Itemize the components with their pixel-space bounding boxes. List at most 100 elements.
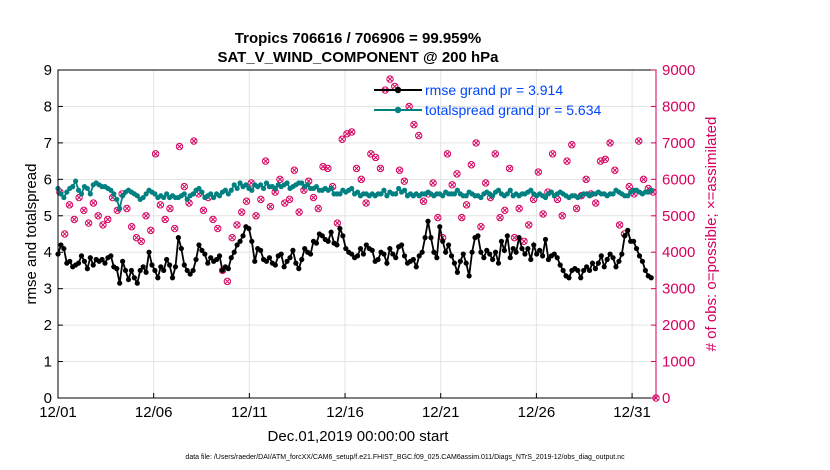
y-right-tick-label: 2000: [662, 317, 695, 334]
obs-assimilated-marker: [463, 202, 470, 208]
rmse-point: [534, 251, 540, 257]
rmse-point: [281, 264, 287, 270]
rmse-point: [478, 249, 484, 255]
obs-assimilated-marker: [387, 76, 393, 82]
obs-possible-marker: [415, 131, 423, 140]
rmse-point: [216, 253, 223, 259]
totalspread-point: [284, 180, 290, 186]
totalspread-point: [451, 191, 458, 197]
y-right-tick-label: 0: [662, 390, 670, 407]
rmse-point: [475, 233, 481, 239]
totalspread-point: [337, 191, 343, 197]
obs-assimilated-marker: [449, 182, 455, 188]
rmse-point: [437, 224, 443, 230]
rmse-point: [422, 235, 428, 241]
totalspread-point: [384, 193, 390, 199]
legend-spread-marker: [394, 106, 402, 114]
rmse-point: [592, 266, 599, 272]
obs-assimilated-marker: [81, 207, 87, 213]
rmse-point: [613, 264, 619, 270]
rmse-point: [595, 260, 601, 266]
obs-possible-marker: [261, 157, 270, 165]
rmse-point: [228, 255, 234, 261]
obs-point: [156, 201, 165, 209]
obs-possible-marker: [257, 195, 265, 204]
totalspread-point: [454, 187, 460, 193]
rmse-point: [184, 267, 190, 274]
obs-point: [496, 213, 504, 222]
obs-possible-marker: [395, 166, 404, 174]
totalspread-point: [648, 187, 654, 193]
rmse-point: [219, 267, 226, 274]
rmse-point: [307, 251, 314, 257]
obs-assimilated-marker: [640, 176, 647, 182]
rmse-point: [284, 258, 290, 264]
rmse-point: [164, 256, 170, 263]
obs-assimilated-marker: [573, 205, 580, 212]
rmse-point: [84, 266, 90, 272]
obs-assimilated-marker: [454, 171, 460, 177]
obs-possible-marker: [132, 233, 141, 242]
obs-assimilated-marker: [277, 176, 283, 182]
rmse-point: [501, 247, 507, 253]
obs-point: [467, 161, 476, 169]
obs-assimilated-marker: [368, 151, 374, 157]
y-right-tick-label: 3000: [662, 281, 695, 298]
obs-assimilated-marker: [540, 211, 546, 217]
obs-point: [515, 204, 523, 213]
rmse-point: [616, 258, 622, 264]
totalspread-point: [354, 189, 361, 195]
obs-possible-marker: [199, 206, 208, 215]
x-axis-label: Dec.01,2019 00:00:00 start: [268, 428, 450, 445]
obs-possible-marker: [223, 277, 232, 286]
rmse-point: [208, 255, 214, 261]
totalspread-point: [58, 191, 64, 197]
rmse-point: [589, 260, 596, 266]
rmse-point: [630, 238, 637, 244]
y-axis-right-ticks: 0 1000 2000 3000 4000 5000 6000 7000 8000 9000: [651, 62, 695, 407]
rmse-point: [325, 238, 331, 244]
obs-point: [477, 223, 485, 231]
obs-point: [472, 139, 480, 147]
rmse-point: [225, 266, 231, 272]
rmse-point: [384, 260, 390, 266]
obs-possible-marker: [458, 213, 466, 222]
y-left-tick-label: 6: [44, 171, 52, 188]
rmse-point: [172, 264, 179, 270]
obs-possible-marker: [123, 204, 131, 213]
obs-possible-marker: [60, 230, 69, 238]
rmse-point: [460, 251, 466, 257]
obs-point: [99, 221, 107, 229]
totalspread-point: [190, 191, 196, 197]
rmse-point: [633, 245, 640, 252]
obs-assimilated-marker: [210, 216, 216, 223]
totalspread-point: [440, 193, 446, 199]
rmse-point: [410, 256, 416, 263]
totalspread-point: [263, 180, 270, 186]
obs-possible-marker: [209, 215, 217, 224]
obs-possible-marker: [376, 164, 385, 173]
obs-assimilated-marker: [181, 183, 187, 190]
rmse-point: [319, 233, 325, 239]
totalspread-point: [249, 187, 255, 193]
obs-point: [161, 215, 169, 224]
obs-possible-marker: [572, 204, 581, 213]
obs-point: [333, 219, 342, 227]
legend-spread-label: totalspread grand pr = 5.634: [425, 102, 602, 118]
rmse-point: [354, 253, 361, 259]
obs-point: [123, 204, 131, 213]
y-left-tick-label: 9: [44, 62, 52, 79]
obs-assimilated-marker: [243, 198, 250, 204]
obs-possible-marker: [137, 237, 145, 245]
obs-point: [324, 164, 332, 173]
obs-assimilated-marker: [377, 165, 384, 172]
totalspread-point: [111, 191, 117, 197]
x-tick-label: 12/06: [135, 404, 173, 421]
obs-point: [525, 221, 533, 229]
obs-assimilated-marker: [593, 200, 599, 206]
rmse-point: [625, 227, 631, 233]
obs-assimilated-marker: [602, 156, 608, 162]
rmse-point: [114, 266, 120, 272]
obs-possible-marker: [558, 212, 566, 220]
obs-assimilated-marker: [612, 167, 618, 173]
